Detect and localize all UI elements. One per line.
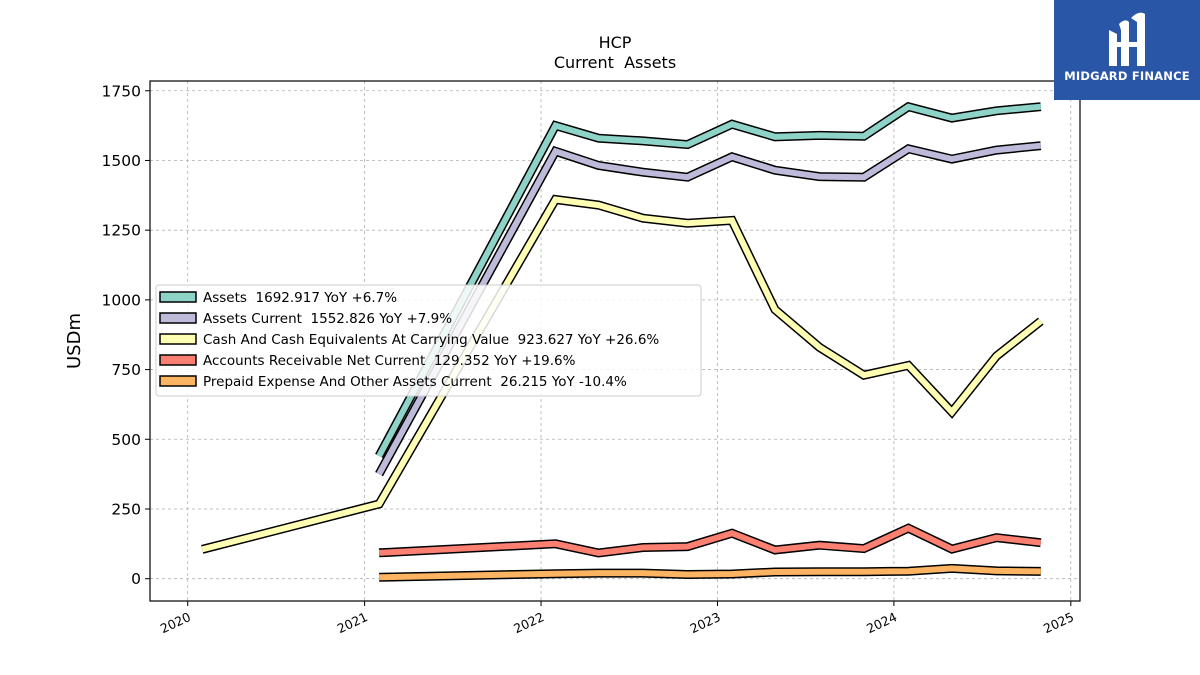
midgard-logo-icon (1109, 12, 1145, 67)
series-line-fill (378, 524, 1042, 557)
series-line (379, 563, 1041, 582)
y-tick-label: 1750 (102, 82, 141, 100)
legend-entry: Assets 1692.917 YoY +6.7% (159, 290, 397, 306)
y-tick-label: 1500 (102, 152, 141, 170)
series-line-fill (379, 565, 1041, 581)
legend-box (155, 284, 702, 397)
legend-entry: Accounts Receivable Net Current 129.352 … (159, 353, 576, 369)
series-line (201, 194, 1044, 554)
logo-wordmark: MIDGARD FINANCE (1064, 69, 1190, 83)
chart-subtitle: Current Assets (554, 53, 676, 72)
x-tick-label: 2022 (511, 609, 546, 636)
x-tick-label: 2020 (158, 609, 193, 636)
legend-swatch (159, 312, 197, 324)
y-tick-label: 500 (111, 431, 141, 449)
legend-entry: Cash And Cash Equivalents At Carrying Va… (159, 332, 659, 348)
series-line (375, 141, 1042, 477)
legend: Assets 1692.917 YoY +6.7% Assets Current … (155, 284, 702, 397)
series-lines (201, 101, 1044, 582)
legend-label: Cash And Cash Equivalents At Carrying Va… (203, 332, 659, 348)
legend-swatch (159, 354, 197, 366)
series-line-fill (376, 142, 1042, 476)
legend-swatch (159, 291, 197, 303)
x-tick-label: 2023 (688, 609, 723, 636)
legend-swatch (159, 333, 197, 345)
x-tick-label: 2024 (864, 609, 899, 636)
series-line (378, 523, 1042, 558)
y-tick-label: 1250 (102, 222, 141, 240)
plot-frame (149, 80, 1081, 602)
legend-swatch (159, 375, 197, 387)
y-tick-label: 0 (131, 570, 141, 588)
legend-label: Assets 1692.917 YoY +6.7% (203, 290, 397, 306)
legend-label: Accounts Receivable Net Current 129.352 … (203, 353, 576, 369)
y-tick-label: 750 (111, 361, 141, 379)
x-tick-label: 2021 (335, 609, 370, 636)
series-line (375, 101, 1042, 459)
chart-title: HCP (599, 33, 632, 52)
legend-label: Assets Current 1552.826 YoY +7.9% (203, 311, 452, 327)
x-tick-label: 2025 (1041, 609, 1076, 636)
y-tick-label: 1000 (102, 291, 141, 309)
legend-entry: Assets Current 1552.826 YoY +7.9% (159, 311, 452, 327)
y-tick-label: 250 (111, 500, 141, 518)
legend-label: Prepaid Expense And Other Assets Current… (203, 374, 627, 390)
midgard-finance-logo: MIDGARD FINANCE (1054, 0, 1200, 100)
series-line-fill (201, 196, 1043, 553)
y-axis-label: USDm (64, 313, 85, 369)
series-line-fill (376, 103, 1042, 458)
legend-entry: Prepaid Expense And Other Assets Current… (159, 374, 627, 390)
